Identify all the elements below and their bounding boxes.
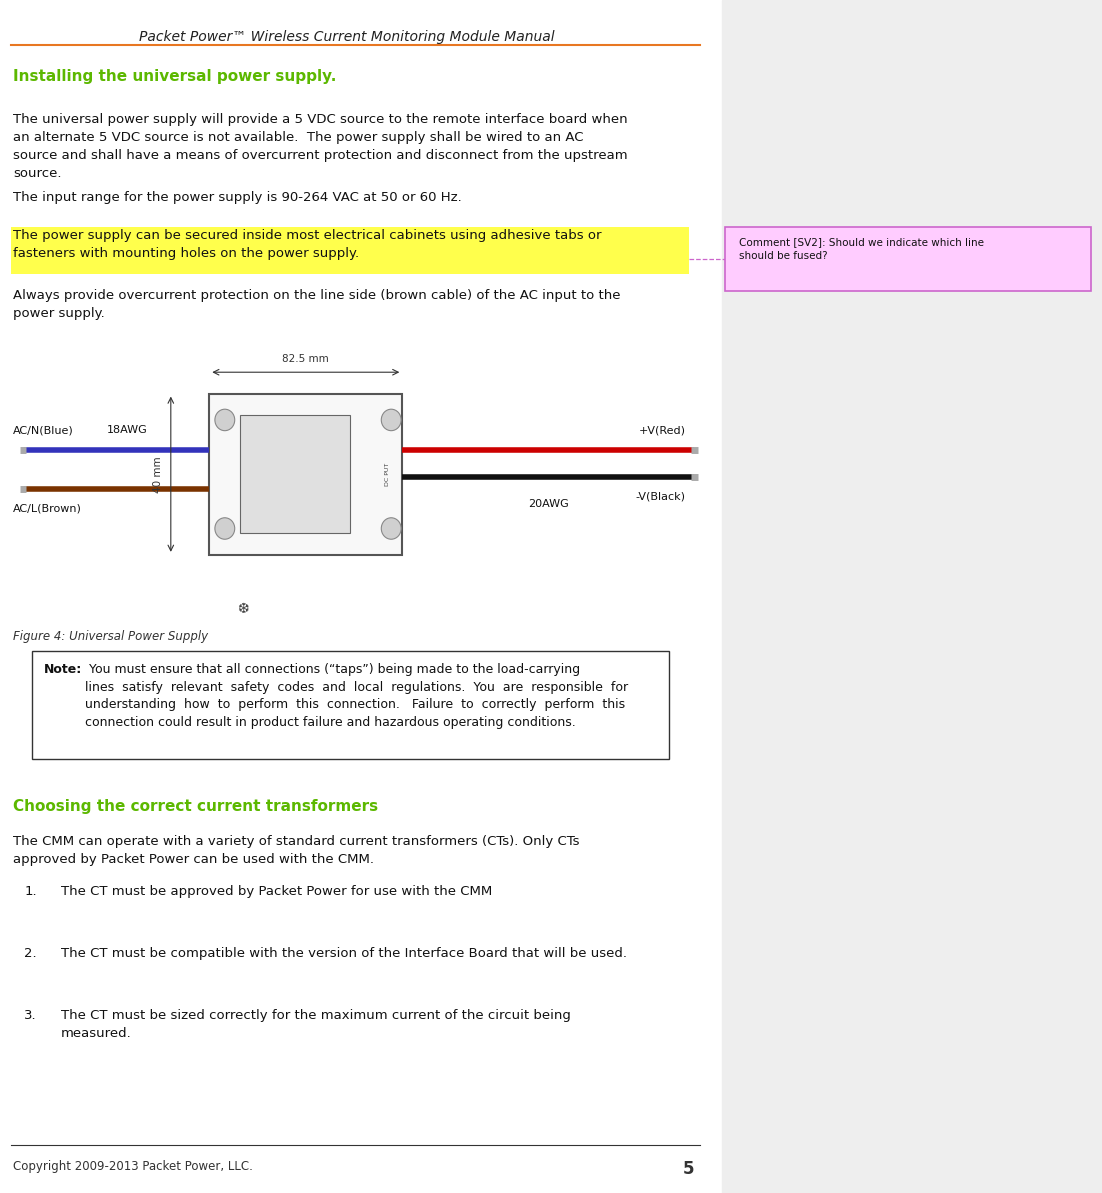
Text: ❆: ❆ <box>237 602 248 617</box>
Circle shape <box>381 409 401 431</box>
Bar <box>209 394 402 555</box>
Text: AC/N(Blue): AC/N(Blue) <box>13 426 74 435</box>
Text: DC PUT: DC PUT <box>386 463 390 486</box>
Text: 1.: 1. <box>24 885 36 898</box>
Circle shape <box>215 518 235 539</box>
Text: Figure 4: Universal Power Supply: Figure 4: Universal Power Supply <box>13 630 208 643</box>
Text: Choosing the correct current transformers: Choosing the correct current transformer… <box>13 799 378 815</box>
FancyBboxPatch shape <box>32 651 669 759</box>
Text: The CMM can operate with a variety of standard current transformers (CTs). Only : The CMM can operate with a variety of st… <box>13 835 580 866</box>
Text: You must ensure that all connections (“taps”) being made to the load-carrying
li: You must ensure that all connections (“t… <box>85 663 628 729</box>
Text: 5: 5 <box>683 1160 694 1177</box>
Text: The universal power supply will provide a 5 VDC source to the remote interface b: The universal power supply will provide … <box>13 113 628 180</box>
Text: AC/L(Brown): AC/L(Brown) <box>13 503 82 513</box>
FancyBboxPatch shape <box>725 227 1091 291</box>
Text: +V(Red): +V(Red) <box>638 426 685 435</box>
Text: 20AWG: 20AWG <box>528 499 569 508</box>
Text: The input range for the power supply is 90-264 VAC at 50 or 60 Hz.: The input range for the power supply is … <box>13 191 462 204</box>
Text: -V(Black): -V(Black) <box>636 492 685 501</box>
Text: The CT must be sized correctly for the maximum current of the circuit being
meas: The CT must be sized correctly for the m… <box>61 1009 571 1040</box>
Text: Copyright 2009-2013 Packet Power, LLC.: Copyright 2009-2013 Packet Power, LLC. <box>13 1160 253 1173</box>
Text: Packet Power™ Wireless Current Monitoring Module Manual: Packet Power™ Wireless Current Monitorin… <box>139 30 555 44</box>
Text: 18AWG: 18AWG <box>107 426 147 435</box>
Text: 40 mm: 40 mm <box>153 456 163 493</box>
Text: Installing the universal power supply.: Installing the universal power supply. <box>13 69 336 85</box>
Text: Note:: Note: <box>44 663 83 676</box>
Text: The CT must be approved by Packet Power for use with the CMM: The CT must be approved by Packet Power … <box>61 885 491 898</box>
Text: 2.: 2. <box>24 947 36 960</box>
Circle shape <box>381 518 401 539</box>
Text: The CT must be compatible with the version of the Interface Board that will be u: The CT must be compatible with the versi… <box>61 947 627 960</box>
Text: Comment [SV2]: Should we indicate which line
should be fused?: Comment [SV2]: Should we indicate which … <box>739 237 984 260</box>
Text: Always provide overcurrent protection on the line side (brown cable) of the AC i: Always provide overcurrent protection on… <box>13 289 620 320</box>
Circle shape <box>215 409 235 431</box>
FancyBboxPatch shape <box>11 227 689 274</box>
Bar <box>240 415 350 533</box>
Text: 82.5 mm: 82.5 mm <box>282 354 329 364</box>
Text: 3.: 3. <box>24 1009 36 1022</box>
Text: The power supply can be secured inside most electrical cabinets using adhesive t: The power supply can be secured inside m… <box>13 229 602 260</box>
Bar <box>722 0 1102 1193</box>
